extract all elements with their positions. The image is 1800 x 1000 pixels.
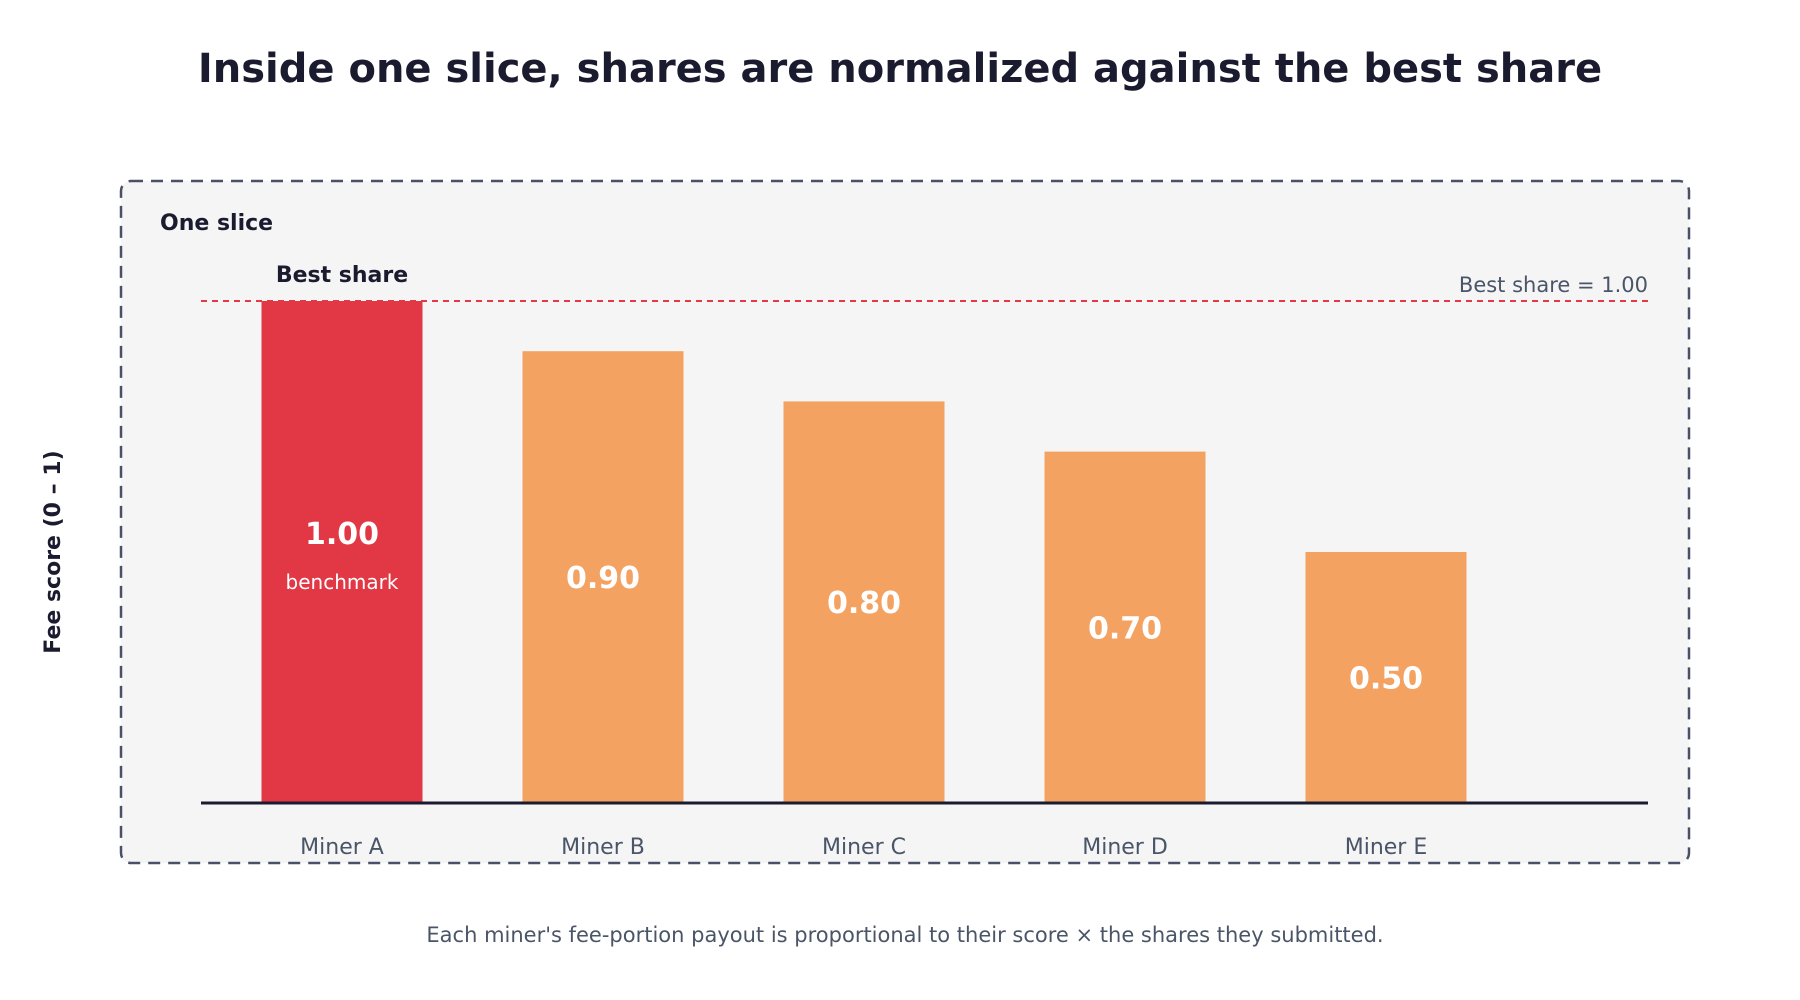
bar-miner-e: [1305, 552, 1467, 803]
category-label-miner-c: Miner C: [822, 835, 906, 860]
bar-miner-c: [783, 401, 945, 803]
category-label-miner-e: Miner E: [1345, 835, 1428, 860]
category-label-miner-d: Miner D: [1082, 835, 1168, 860]
bar-value-label-miner-a: 1.00: [305, 517, 379, 552]
category-label-miner-b: Miner B: [561, 835, 645, 860]
bar-value-label-miner-e: 0.50: [1349, 662, 1423, 697]
best-share-annotation: Best share: [276, 263, 408, 288]
bar-miner-b: [522, 351, 684, 803]
benchmark-label: benchmark: [286, 570, 399, 594]
bar-miner-d: [1044, 451, 1206, 803]
bar-value-label-miner-c: 0.80: [827, 586, 901, 621]
category-label-miner-a: Miner A: [300, 835, 384, 860]
panel-label: One slice: [160, 211, 273, 236]
reference-line-label: Best share = 1.00: [1459, 273, 1648, 297]
bar-miner-a: [261, 301, 423, 803]
bar-value-label-miner-d: 0.70: [1088, 611, 1162, 646]
y-axis-label: Fee score (0 – 1): [41, 450, 66, 653]
chart-caption: Each miner's fee-portion payout is propo…: [426, 923, 1383, 947]
bar-value-label-miner-b: 0.90: [566, 561, 640, 596]
bar-group: 1.00 benchmark Best share Miner A 0.90 Miner …: [261, 263, 1467, 860]
chart-title: Inside one slice, shares are normalized …: [198, 46, 1602, 92]
